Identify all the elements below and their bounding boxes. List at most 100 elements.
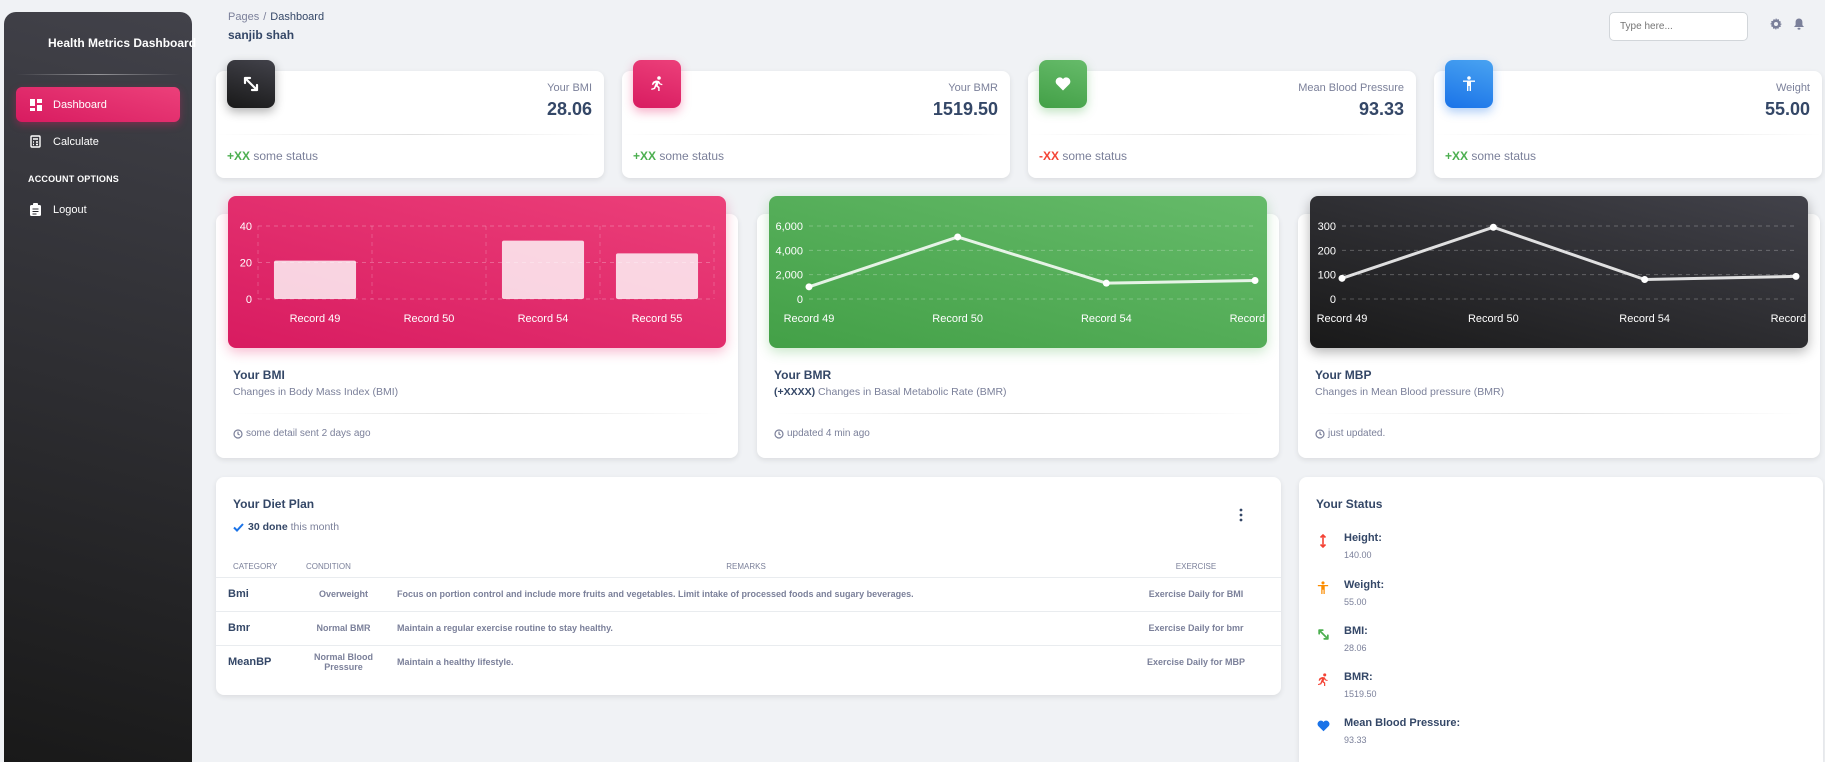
height-icon <box>1316 534 1330 548</box>
x-tick-label: Record 50 <box>404 313 455 325</box>
status-title: Your Status <box>1316 497 1383 511</box>
data-point <box>954 233 962 241</box>
bar <box>501 240 585 299</box>
stat-divider <box>1028 134 1416 135</box>
chart-card-bmi: 0 20 40 Record 49 Record 50 Record 54 Record 5… <box>216 196 738 458</box>
stat-delta: +XX <box>633 149 657 163</box>
x-tick-label: Record 54 <box>518 313 569 325</box>
x-tick-label: Record 50 <box>932 313 983 325</box>
brand[interactable]: Health Metrics Dashboard <box>16 26 196 70</box>
cell-exercise: Exercise Daily for MBP <box>1146 657 1246 668</box>
chart-subtitle-text: Changes in Body Mass Index (BMI) <box>233 386 399 398</box>
chart-title: Your BMI <box>233 368 285 382</box>
data-point <box>1338 274 1346 282</box>
sidebar-divider <box>16 74 180 75</box>
sidebar-item-label: Dashboard <box>53 98 107 111</box>
y-tick-label: 20 <box>240 258 252 270</box>
sidebar-item-logout[interactable]: Logout <box>16 192 180 227</box>
cell-category: Bmi <box>216 577 306 612</box>
stat-value: 93.33 <box>1358 99 1404 119</box>
stat-delta: -XX <box>1039 149 1060 163</box>
stat-divider <box>216 134 604 135</box>
standing-person-icon <box>1463 76 1475 91</box>
cell-remarks: Maintain a healthy lifestyle. <box>397 657 514 668</box>
resize-icon <box>1316 627 1330 641</box>
stat-status: some status <box>659 149 725 163</box>
page-title: sanjib shah <box>228 28 295 42</box>
dashboard-icon <box>29 98 42 111</box>
chart-subtitle: Changes in Mean Blood pressure (BMR) <box>1315 386 1504 398</box>
y-tick-label: 0 <box>1330 294 1336 306</box>
y-tick-label: 300 <box>1318 221 1336 233</box>
chart-card-mbp: 0 100 200 300 Record 49 Record 50 Record 54 Rec… <box>1298 196 1820 458</box>
stat-card-bmi: Your BMI 28.06 +XX some status <box>216 60 604 178</box>
y-tick-label: 0 <box>797 294 803 306</box>
chart-footer-text: some detail sent 2 days ago <box>246 428 371 439</box>
check-icon <box>233 522 244 532</box>
chart-title: Your MBP <box>1315 368 1372 382</box>
stat-delta: +XX <box>227 149 251 163</box>
clock-icon <box>233 428 243 439</box>
stat-status: some status <box>1471 149 1537 163</box>
cell-category: MeanBP <box>228 656 272 669</box>
sidebar-item-dashboard[interactable]: Dashboard <box>16 87 180 122</box>
more-vertical-icon[interactable] <box>1238 508 1244 522</box>
stat-footer: +XX some status <box>227 149 318 163</box>
clock-icon <box>774 428 784 439</box>
clipboard-icon <box>29 203 42 216</box>
bell-icon[interactable] <box>1793 18 1805 30</box>
breadcrumb-root[interactable]: Pages <box>228 11 260 23</box>
x-tick-label: Record 55 <box>1771 313 1808 325</box>
diet-done-count: 30 done <box>248 521 288 533</box>
chart-footer: just updated. <box>1315 428 1385 439</box>
column-header-remarks: REMARKS <box>381 556 1111 578</box>
table-row[interactable]: Bmi Overweight Focus on portion control … <box>216 577 1281 612</box>
status-value: 28.06 <box>1344 643 1367 653</box>
heart-icon <box>1316 719 1330 733</box>
table-row[interactable]: Bmr Normal BMR Maintain a regular exerci… <box>216 611 1281 646</box>
cell-exercise: Exercise Daily for bmr <box>1111 611 1281 646</box>
status-item-bmi: BMI: 28.06 <box>1316 625 1716 665</box>
chart-subtitle: (+XXXX) Changes in Basal Metabolic Rate … <box>774 386 1007 398</box>
table-header-row: CATEGORY CONDITION REMARKS EXERCISE <box>216 556 1281 578</box>
status-item-bmr: BMR: 1519.50 <box>1316 671 1716 711</box>
x-tick-label: Record 50 <box>1468 313 1519 325</box>
x-tick-label: Record 54 <box>1619 313 1670 325</box>
gear-icon[interactable] <box>1770 18 1782 30</box>
cell-remarks: Focus on portion control and include mor… <box>381 577 1111 612</box>
sidebar-item-calculate[interactable]: Calculate <box>16 124 180 159</box>
x-tick-label: Record 49 <box>1317 313 1368 325</box>
status-value: 93.33 <box>1344 735 1367 745</box>
cell-exercise: Exercise Daily for BMI <box>1111 577 1281 612</box>
diet-title: Your Diet Plan <box>233 497 315 511</box>
x-tick-label: Record 55 <box>1230 313 1267 325</box>
diet-done-suffix: this month <box>287 521 340 533</box>
sidebar-item-label: Logout <box>53 203 87 216</box>
clock-icon <box>1315 428 1325 439</box>
chart-subtitle-text: Changes in Basal Metabolic Rate (BMR) <box>815 386 1007 398</box>
y-tick-label: 40 <box>240 221 252 233</box>
stat-footer: -XX some status <box>1039 149 1127 163</box>
data-point <box>1641 276 1649 284</box>
status-label: Height: <box>1344 532 1382 544</box>
search-input[interactable] <box>1609 12 1748 41</box>
cell-condition: Overweight <box>306 577 381 612</box>
column-header-category: CATEGORY <box>216 556 306 578</box>
status-card: Your Status Height: 140.00 Weight: 55.00… <box>1299 477 1823 762</box>
table-row[interactable]: MeanBP Normal Blood Pressure Maintain a … <box>216 645 1281 679</box>
stat-status: some status <box>253 149 319 163</box>
breadcrumb-separator: / <box>263 11 267 23</box>
sidebar-item-label: Calculate <box>53 135 99 148</box>
chart-footer-text: just updated. <box>1328 428 1386 439</box>
bar <box>273 260 357 299</box>
stat-delta: +XX <box>1445 149 1469 163</box>
stat-card-weight: Weight 55.00 +XX some status <box>1434 60 1822 178</box>
column-header-condition: CONDITION <box>306 556 381 578</box>
stat-divider <box>622 134 1010 135</box>
mbp-line-chart: 0 100 200 300 Record 49 Record 50 Record 54 Rec… <box>1317 221 1808 325</box>
data-point <box>1102 279 1110 287</box>
chart-container: 0 20 40 Record 49 Record 50 Record 54 Record 5… <box>228 196 726 348</box>
stat-label: Your BMI <box>547 82 592 94</box>
stat-footer: +XX some status <box>633 149 724 163</box>
diet-plan-card: Your Diet Plan 30 done this month CATEGO… <box>216 477 1281 695</box>
